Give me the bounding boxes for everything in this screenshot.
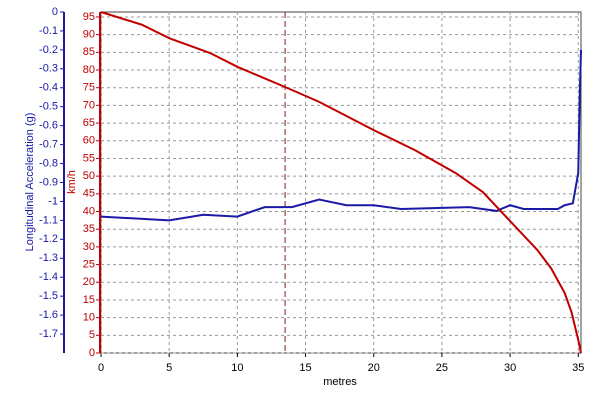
y-tick-label: -1.4 — [39, 271, 58, 283]
y2-tick-label: 75 — [83, 82, 95, 94]
y-tick-label: -1.2 — [39, 233, 58, 245]
x-tick-label: 35 — [572, 362, 584, 374]
x-tick-label: 10 — [231, 362, 243, 374]
y-tick-label: -1.6 — [39, 309, 58, 321]
y-tick-label: 0 — [52, 6, 58, 18]
y-tick-label: -0.3 — [39, 63, 58, 75]
y-tick-label: -0.2 — [39, 44, 58, 56]
y-tick-label: -0.7 — [39, 139, 58, 151]
y-tick-label: -0.8 — [39, 157, 58, 169]
y2-tick-label: 95 — [83, 11, 95, 23]
y2-tick-label: 70 — [83, 99, 95, 111]
y-tick-label: -0.4 — [39, 82, 58, 94]
y2-tick-label: 50 — [83, 170, 95, 182]
y2-tick-label: 10 — [83, 312, 95, 324]
plot-area — [100, 11, 582, 354]
y2-tick-label: 5 — [89, 329, 95, 341]
y-tick-label: -1.7 — [39, 328, 58, 340]
x-tick-label: 25 — [436, 362, 448, 374]
y2-tick-label: 65 — [83, 117, 95, 129]
x-tick-label: 0 — [98, 362, 104, 374]
y2-tick-label: 90 — [83, 29, 95, 41]
x-axis-label: metres — [323, 376, 357, 388]
y2-tick-label: 45 — [83, 188, 95, 200]
x-tick-label: 30 — [504, 362, 516, 374]
y-tick-label: -0.5 — [39, 101, 58, 113]
x-tick-label: 20 — [368, 362, 380, 374]
y-tick-label: -0.1 — [39, 25, 58, 37]
y2-tick-label: 80 — [83, 64, 95, 76]
y-tick-label: -1 — [48, 195, 58, 207]
y2-tick-label: 20 — [83, 276, 95, 288]
y-tick-label: -1.5 — [39, 290, 58, 302]
y-tick-label: -0.9 — [39, 176, 58, 188]
series-line — [100, 11, 582, 354]
y-axis-label: Longitudinal Acceleration (g) — [24, 113, 36, 252]
y2-tick-label: 25 — [83, 258, 95, 270]
y2-tick-label: 55 — [83, 152, 95, 164]
y2-tick-label: 0 — [89, 347, 95, 359]
y2-tick-label: 15 — [83, 294, 95, 306]
y-tick-label: -1.1 — [39, 214, 58, 226]
y2-tick-label: 30 — [83, 241, 95, 253]
y2-tick-label: 40 — [83, 205, 95, 217]
y-tick-label: -0.6 — [39, 120, 58, 132]
x-tick-label: 5 — [166, 362, 172, 374]
series-line — [100, 49, 582, 222]
y2-axis-label: km/h — [66, 170, 78, 194]
x-tick-label: 15 — [299, 362, 311, 374]
y2-tick-label: 85 — [83, 46, 95, 58]
y-tick-label: -1.3 — [39, 252, 58, 264]
y2-tick-label: 35 — [83, 223, 95, 235]
y2-tick-label: 60 — [83, 135, 95, 147]
